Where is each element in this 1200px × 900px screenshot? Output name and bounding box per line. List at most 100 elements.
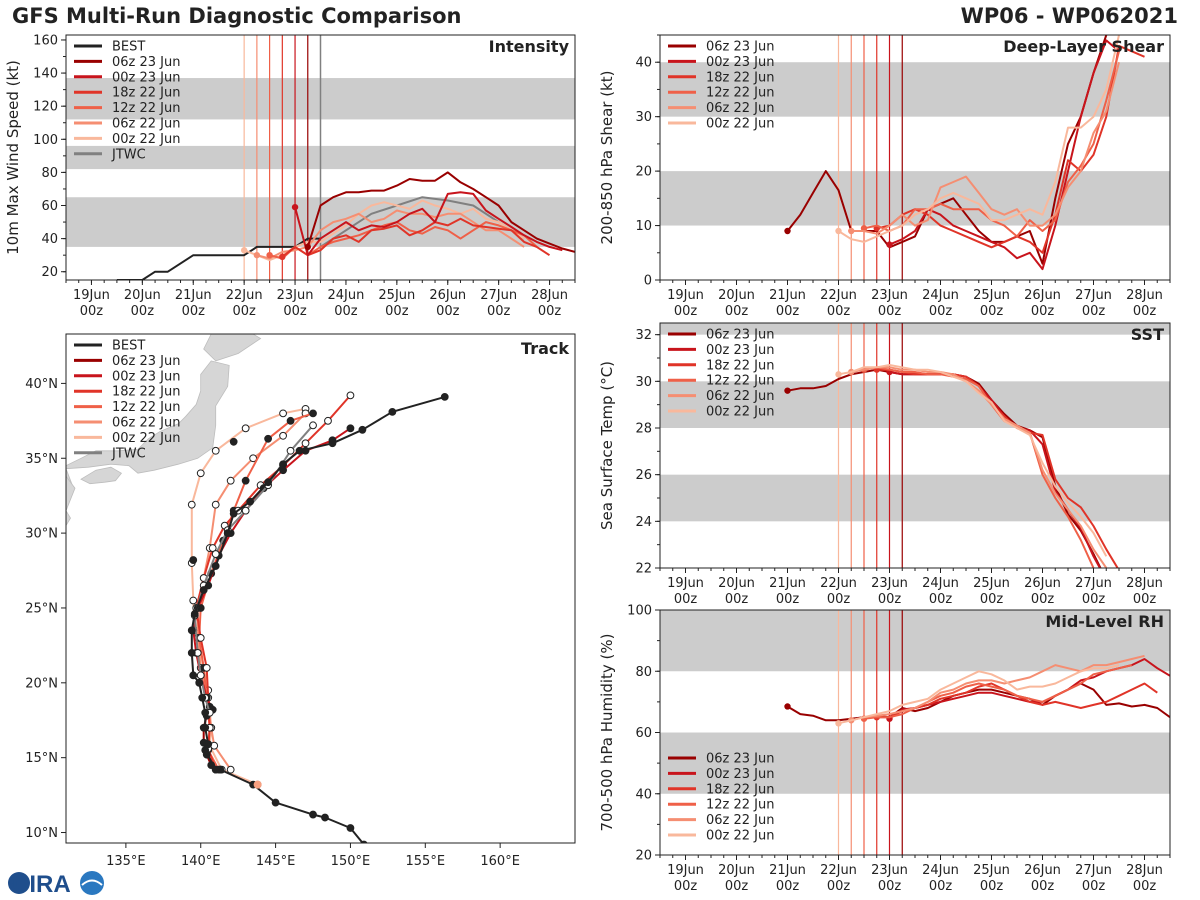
x-tick-day: 26Jun [1024, 863, 1061, 878]
x-tick-day: 21Jun [175, 288, 212, 303]
track-point [279, 409, 287, 418]
track-point [190, 610, 199, 618]
init-point [279, 253, 286, 261]
init-point [835, 227, 842, 235]
track-point [211, 500, 220, 509]
init-point [860, 225, 868, 232]
plot-frame [65, 333, 576, 844]
x-tick-hour: 00z [878, 879, 902, 894]
y-axis-label: 200-850 hPa Shear (kt) [598, 71, 616, 245]
y-axis-label: 700-500 hPa Humidity (%) [598, 633, 616, 831]
x-tick-hour: 00z [827, 592, 851, 607]
track-point [202, 663, 211, 672]
series-line [269, 221, 538, 260]
track-point [189, 556, 198, 564]
x-tick-day: 23Jun [871, 863, 908, 878]
y-tick-label: 80 [41, 166, 58, 181]
series-line [851, 654, 1145, 722]
x-tick-day: 24Jun [922, 288, 959, 303]
x-tick-day: 25Jun [973, 863, 1010, 878]
track-point [358, 425, 367, 434]
track-point [201, 723, 210, 732]
x-tick-day: 20Jun [124, 288, 161, 303]
series-line [837, 35, 1120, 243]
init-point [253, 251, 261, 259]
lat-tick-label: 15°N [25, 751, 58, 766]
init-point [304, 243, 311, 251]
x-tick-hour: 00z [1082, 592, 1106, 607]
x-tick-hour: 00z [674, 592, 698, 607]
series-group [784, 654, 1170, 727]
x-tick-hour: 00z [980, 304, 1004, 319]
x-tick-day: 28Jun [1126, 576, 1163, 591]
track-line [196, 412, 307, 771]
x-tick-hour: 00z [929, 592, 953, 607]
track-point [246, 497, 255, 506]
x-tick-hour: 00z [182, 304, 206, 319]
legend-label: 00z 22 Jun [706, 829, 775, 844]
shade-band [660, 610, 1170, 672]
x-tick-hour: 00z [878, 592, 902, 607]
lon-tick-label: 160°E [480, 854, 520, 869]
track-line [190, 395, 446, 843]
track-point [271, 798, 280, 807]
panel-intensity: 2040608010012014016019Jun00z20Jun00z21Ju… [4, 33, 576, 319]
track-point [286, 416, 295, 425]
legend-label: 00z 22 Jun [112, 431, 181, 446]
y-tick-label: 20 [41, 265, 58, 280]
legend-label: 00z 22 Jun [706, 405, 775, 420]
y-tick-label: 28 [635, 422, 652, 437]
track-point [204, 740, 213, 749]
x-tick-day: 23Jun [871, 576, 908, 591]
init-point [835, 720, 842, 727]
x-tick-day: 26Jun [1024, 288, 1061, 303]
panel-title: Deep-Layer Shear [1003, 37, 1164, 56]
x-tick-day: 24Jun [922, 863, 959, 878]
storm-id: WP06 - WP062021 [960, 4, 1178, 28]
lat-tick-label: 25°N [25, 601, 58, 616]
x-tick-hour: 00z [725, 879, 749, 894]
track-point [187, 648, 196, 657]
x-tick-day: 24Jun [922, 576, 959, 591]
lat-tick-label: 35°N [25, 452, 58, 467]
x-tick-day: 20Jun [718, 863, 755, 878]
legend-label: 00z 23 Jun [706, 767, 775, 782]
x-tick-day: 22Jun [226, 288, 263, 303]
x-tick-hour: 00z [980, 879, 1004, 894]
legend-label: 18z 22 Jun [706, 70, 775, 85]
legend-label: 00z 23 Jun [112, 369, 181, 384]
track-point [346, 391, 355, 400]
shade-band [660, 323, 1170, 335]
y-tick-label: 40 [41, 232, 58, 247]
x-tick-day: 20Jun [718, 576, 755, 591]
logo-mark-icon [80, 871, 104, 895]
track-line [198, 412, 314, 771]
legend-label: 06z 23 Jun [112, 354, 181, 369]
panel-rh: 2040608010019Jun00z20Jun00z21Jun00z22Jun… [598, 604, 1171, 894]
x-tick-hour: 00z [131, 304, 155, 319]
x-tick-hour: 00z [1133, 592, 1157, 607]
legend-label: JTWC [111, 147, 146, 162]
track-point [279, 460, 287, 469]
series-line [786, 35, 1108, 265]
x-tick-hour: 00z [776, 592, 800, 607]
land-mass [80, 466, 123, 485]
track-point [346, 424, 355, 433]
lon-tick-label: 145°E [256, 854, 296, 869]
x-tick-hour: 00z [385, 304, 409, 319]
track-point [189, 671, 198, 680]
track-point [201, 746, 210, 755]
track-point [211, 765, 220, 774]
track-point [264, 434, 273, 443]
x-tick-hour: 00z [1031, 879, 1055, 894]
track-point [360, 840, 368, 843]
x-tick-day: 25Jun [973, 288, 1010, 303]
series-line [863, 366, 1095, 568]
track-point [324, 416, 332, 425]
legend-label: 00z 22 Jun [706, 117, 775, 132]
track-point [241, 476, 250, 485]
page-title: GFS Multi-Run Diagnostic Comparison [12, 4, 462, 28]
track-point [321, 813, 329, 822]
y-tick-label: 26 [635, 468, 652, 483]
